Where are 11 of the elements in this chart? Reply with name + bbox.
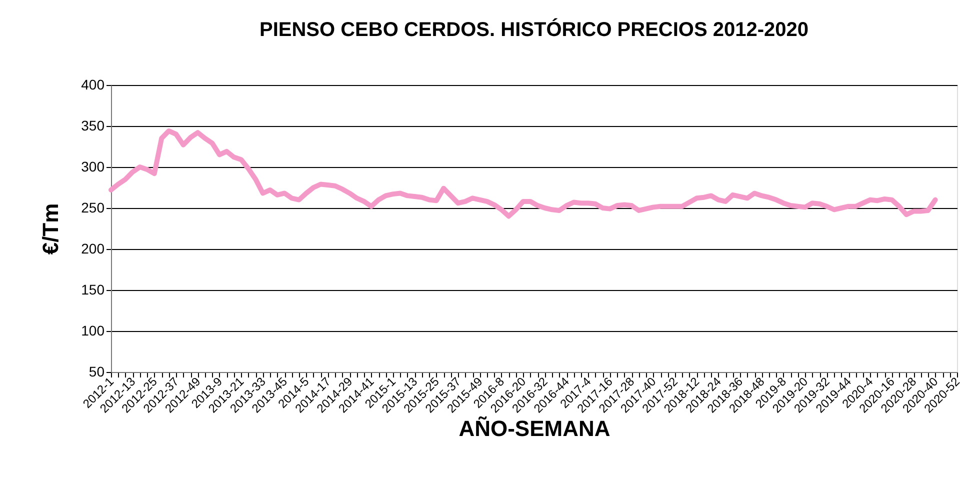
chart-title: PIENSO CEBO CERDOS. HISTÓRICO PRECIOS 2012-2020 <box>259 18 809 41</box>
y-tick-label: 200 <box>81 240 105 256</box>
y-tick-label: 250 <box>81 200 105 216</box>
y-tick-label: 350 <box>81 118 105 134</box>
y-tick-label: 300 <box>81 158 105 174</box>
y-axis-title: €/Tm <box>38 203 64 255</box>
y-tick-label: 400 <box>81 76 105 92</box>
y-tick-label: 150 <box>81 282 105 298</box>
x-axis-title: AÑO-SEMANA <box>458 416 610 441</box>
y-tick-label: 100 <box>81 322 105 338</box>
y-tick-label: 50 <box>88 364 105 380</box>
